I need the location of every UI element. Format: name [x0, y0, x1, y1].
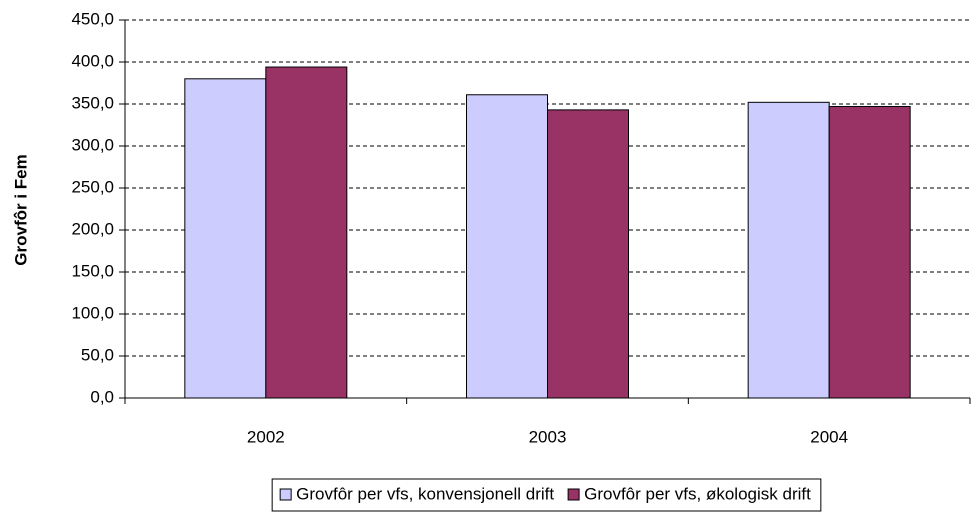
y-tick-label: 300,0 — [71, 135, 114, 154]
y-tick-label: 350,0 — [71, 93, 114, 112]
bar — [265, 66, 348, 399]
bar — [747, 101, 830, 399]
y-tick-label: 0,0 — [90, 387, 114, 406]
y-tick-label: 400,0 — [71, 51, 114, 70]
bar — [466, 94, 548, 399]
x-tick-label: 2003 — [529, 427, 567, 446]
y-tick-label: 200,0 — [71, 219, 114, 238]
bar — [547, 109, 629, 399]
legend-label: Grovfôr per vfs, konvensjonell drift — [296, 484, 554, 503]
y-axis-label: Grovfôr i Fem — [11, 154, 30, 265]
legend-label: Grovfôr per vfs, økologisk drift — [584, 484, 811, 503]
y-tick-label: 450,0 — [71, 9, 114, 28]
x-tick-label: 2004 — [810, 427, 848, 446]
y-tick-label: 250,0 — [71, 177, 114, 196]
y-tick-label: 50,0 — [81, 345, 114, 364]
bar — [184, 78, 267, 399]
y-tick-label: 150,0 — [71, 261, 114, 280]
legend-box — [271, 478, 822, 512]
y-tick-label: 100,0 — [71, 303, 114, 322]
legend-swatch — [567, 488, 580, 501]
legend-swatch — [279, 488, 292, 501]
bar — [828, 106, 911, 399]
x-tick-label: 2002 — [247, 427, 285, 446]
